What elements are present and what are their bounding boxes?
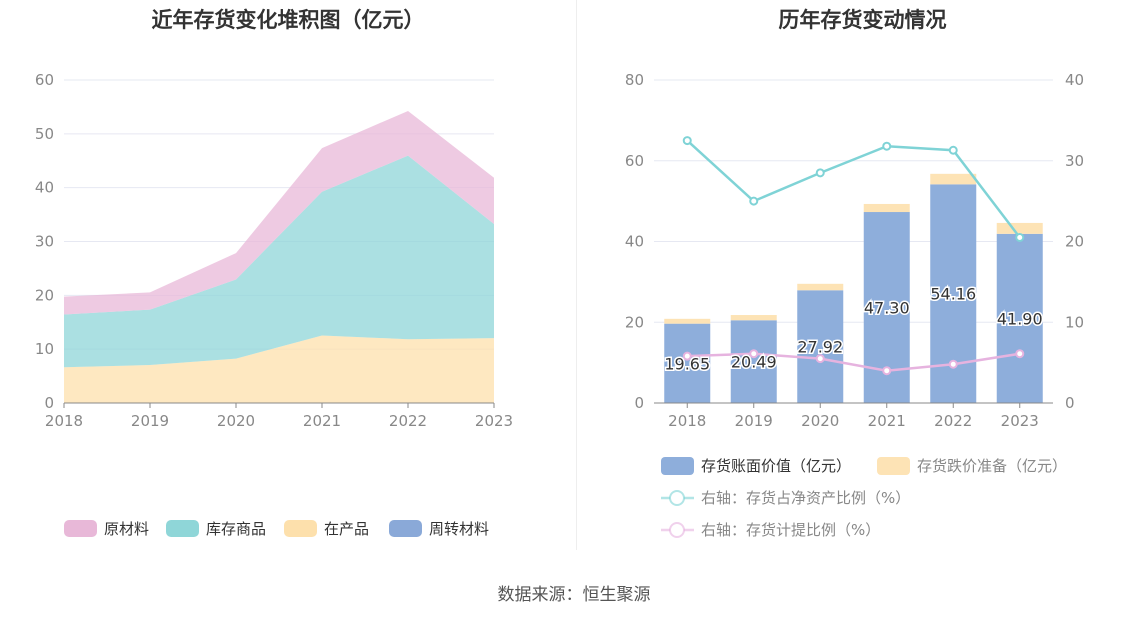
y-tick-label: 10	[35, 340, 54, 358]
y-tick-label: 40	[35, 179, 54, 197]
line-point	[815, 168, 825, 178]
legend-swatch	[284, 520, 317, 537]
legend-label: 右轴：存货占净资产比例（%）	[701, 489, 910, 507]
y-tick-label: 50	[35, 125, 54, 143]
legend-swatch	[877, 457, 910, 475]
y-tick-label: 60	[35, 71, 54, 89]
line-point	[682, 136, 692, 146]
right-chart-title: 历年存货变动情况	[778, 8, 947, 32]
x-tick-label: 2022	[389, 412, 427, 430]
y-tick-label: 60	[625, 152, 644, 170]
bar-data-label: 19.65	[664, 354, 710, 373]
legend-swatch	[166, 520, 199, 537]
x-tick-label: 2018	[668, 412, 706, 430]
data-source-value: 恒生聚源	[582, 585, 651, 605]
line-point	[948, 145, 958, 155]
data-source-label: 数据来源：	[497, 585, 583, 605]
y2-tick-label: 40	[1065, 71, 1084, 89]
line-series-provision-ratio	[687, 352, 1020, 372]
bar-provision	[996, 222, 1043, 234]
line-point	[749, 196, 759, 206]
legend-item: 周转材料	[389, 520, 489, 538]
y2-tick-label: 0	[1065, 394, 1075, 412]
legend-item: 存货跌价准备（亿元）	[877, 457, 1067, 475]
panel-divider	[576, 0, 577, 550]
line-point	[749, 349, 759, 359]
legend-label: 原材料	[104, 520, 149, 538]
x-tick-label: 2019	[735, 412, 773, 430]
x-tick-label: 2019	[131, 412, 169, 430]
legend-item: 右轴：存货计提比例（%）	[661, 521, 880, 539]
y-tick-label: 0	[44, 394, 54, 412]
line-series-net-asset-ratio	[686, 139, 1021, 239]
x-tick-label: 2021	[868, 412, 906, 430]
legend-item: 在产品	[284, 520, 369, 538]
x-tick-label: 2020	[801, 412, 839, 430]
x-tick-label: 2023	[1001, 412, 1039, 430]
bar-provision	[863, 203, 910, 213]
legend-swatch	[389, 520, 422, 537]
line-point	[882, 141, 892, 151]
bar-provision	[797, 283, 844, 291]
line-point	[1015, 232, 1025, 242]
bar-provision	[730, 315, 777, 321]
left-chart-title: 近年存货变化堆积图（亿元）	[151, 8, 425, 32]
y-tick-label: 30	[35, 233, 54, 251]
inventory-bar-line-chart: 0 20 40 60 80 0 10 20 30 40 2018 2019 2020 2021 2022 20…	[625, 71, 1084, 539]
bar-data-label: 47.30	[864, 299, 910, 318]
legend-swatch	[661, 457, 694, 475]
legend-item: 右轴：存货占净资产比例（%）	[661, 489, 910, 507]
y2-tick-label: 20	[1065, 233, 1084, 251]
line-point	[682, 351, 692, 361]
y-tick-label: 0	[634, 394, 644, 412]
line-point	[1015, 349, 1025, 359]
legend-item: 原材料	[64, 520, 149, 538]
x-tick-label: 2021	[303, 412, 341, 430]
legend-label: 库存商品	[206, 520, 266, 538]
bar	[996, 233, 1043, 403]
line-point	[815, 354, 825, 364]
legend-item: 库存商品	[166, 520, 266, 538]
bar	[730, 320, 777, 403]
bar	[664, 323, 711, 403]
area-series	[64, 335, 494, 403]
bar	[797, 290, 844, 403]
stacked-area-chart-panel: 近年存货变化堆积图（亿元） 0 10 20 30 40 50 60 2018 2019 2020 2…	[0, 0, 576, 560]
bar-data-label: 54.16	[930, 285, 976, 304]
legend-label: 周转材料	[429, 520, 489, 538]
bar-data-label: 27.92	[797, 338, 843, 357]
legend-marker	[669, 522, 685, 538]
legend-swatch	[64, 520, 97, 537]
y-tick-label: 80	[625, 71, 644, 89]
y-tick-label: 40	[625, 233, 644, 251]
y-tick-label: 20	[625, 313, 644, 331]
y2-tick-label: 30	[1065, 152, 1084, 170]
legend-label: 存货跌价准备（亿元）	[917, 457, 1067, 475]
stacked-area-chart: 0 10 20 30 40 50 60 2018 2019 2020 2021 2022 2023 原材料…	[35, 71, 513, 538]
y-tick-label: 20	[35, 286, 54, 304]
inventory-change-chart-panel: 历年存货变动情况 0 20 40 60 80 0 10 20 30 40 2018 2019 2020 2…	[577, 0, 1148, 560]
legend-label: 在产品	[324, 520, 369, 538]
x-tick-label: 2020	[217, 412, 255, 430]
legend-label: 存货账面价值（亿元）	[701, 457, 851, 475]
line-point	[882, 366, 892, 376]
area-series	[64, 110, 494, 315]
bar-data-label: 20.49	[731, 353, 777, 372]
x-tick-label: 2022	[934, 412, 972, 430]
data-source: 数据来源：恒生聚源	[0, 580, 1148, 605]
legend-label: 右轴：存货计提比例（%）	[701, 521, 880, 539]
x-tick-label: 2023	[475, 412, 513, 430]
line-point	[948, 359, 958, 369]
bar-provision	[664, 318, 711, 324]
bar-provision	[930, 173, 977, 185]
legend-marker	[669, 490, 685, 506]
x-tick-label: 2018	[45, 412, 83, 430]
area-series	[64, 155, 494, 368]
legend-item: 存货账面价值（亿元）	[661, 457, 851, 475]
bar-data-label: 41.90	[997, 309, 1043, 328]
y2-tick-label: 10	[1065, 313, 1084, 331]
